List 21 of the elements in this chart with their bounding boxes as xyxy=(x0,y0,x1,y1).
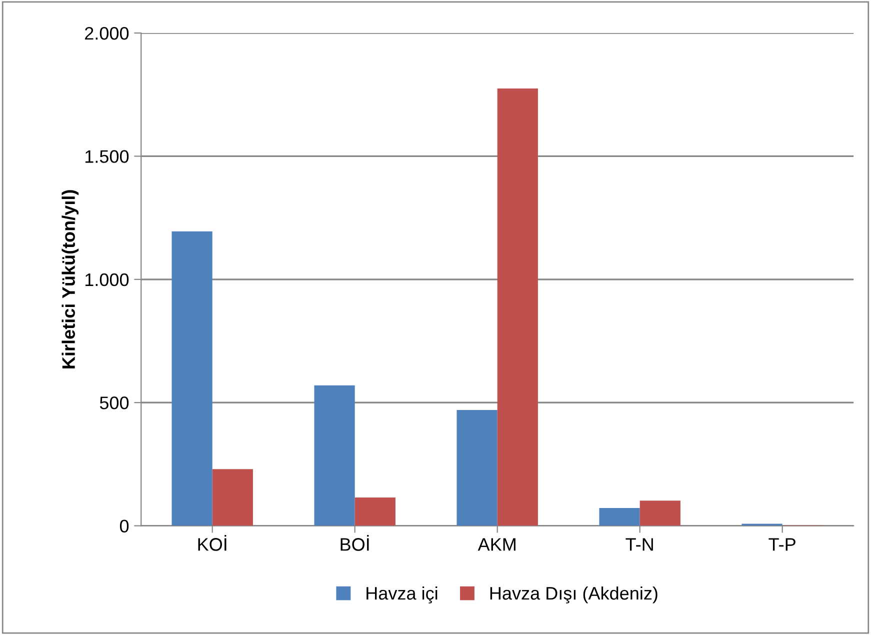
bar xyxy=(497,88,538,526)
bar xyxy=(640,500,680,526)
x-tick-label: T-N xyxy=(626,538,653,551)
y-tick-label: 0 xyxy=(120,520,129,532)
x-tick-label: BOİ xyxy=(340,535,369,551)
y-tick-label: 1.000 xyxy=(85,273,129,286)
x-tick-label: T-P xyxy=(768,538,796,551)
y-axis-title: Kirletici Yükü(ton/yıl) xyxy=(62,190,79,368)
x-tick-label: AKM xyxy=(478,538,516,551)
legend-label: Havza içi xyxy=(366,586,438,604)
bar xyxy=(599,508,640,526)
y-tick-label: 2.000 xyxy=(85,26,129,40)
bar xyxy=(314,385,355,526)
x-tick-label: KOİ xyxy=(198,535,226,551)
bar xyxy=(354,497,396,526)
bar xyxy=(172,231,212,526)
y-tick-label: 1.500 xyxy=(85,150,129,163)
legend-label: Havza Dışı (Akdeniz) xyxy=(490,586,658,604)
bar xyxy=(456,410,498,526)
y-tick-label: 500 xyxy=(100,396,129,410)
bar xyxy=(212,469,253,526)
